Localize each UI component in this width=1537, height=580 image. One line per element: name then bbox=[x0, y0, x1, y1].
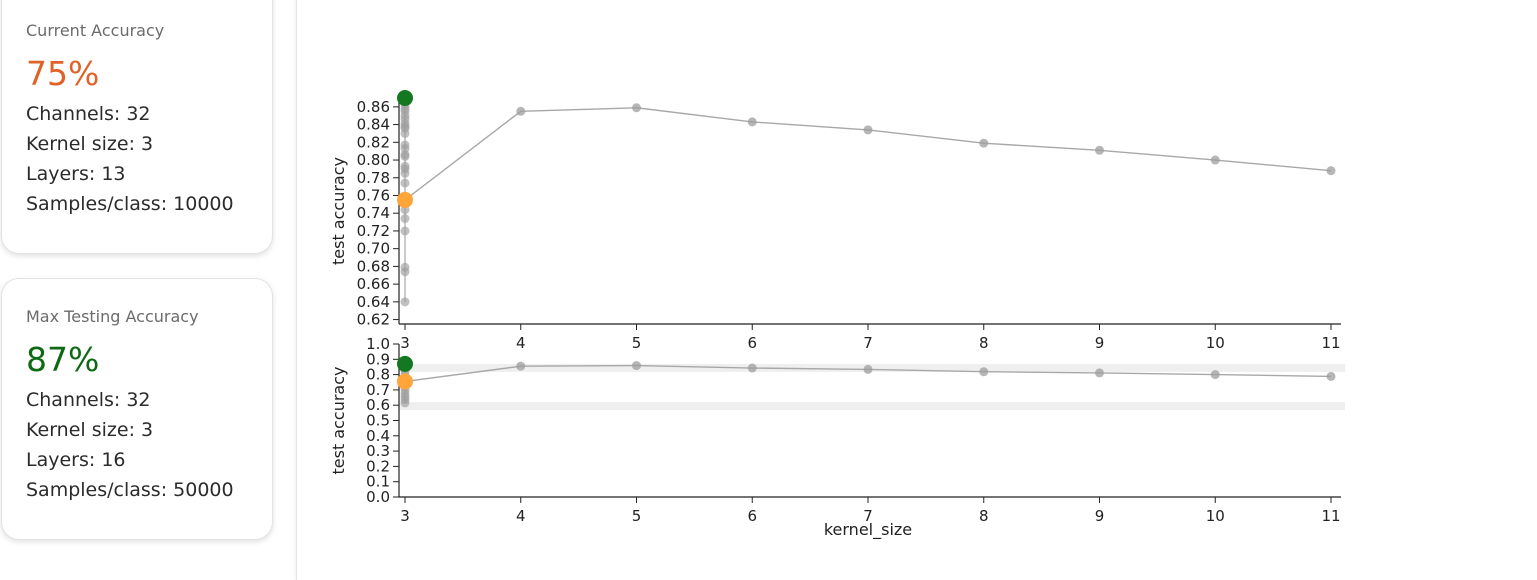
x-axis-label: kernel_size bbox=[824, 520, 912, 540]
kernel-size-stat: Kernel size: 3 bbox=[26, 133, 154, 155]
x-tick-label: 5 bbox=[632, 507, 642, 525]
data-point bbox=[632, 361, 641, 371]
max-accuracy-card: Max Testing Accuracy 87% Channels: 32 Ke… bbox=[1, 278, 273, 540]
data-point bbox=[632, 103, 641, 113]
data-point bbox=[516, 106, 526, 116]
data-point bbox=[1095, 368, 1104, 378]
y-axis-label: test accuracy bbox=[329, 367, 348, 475]
y-tick-label: 0.0 bbox=[366, 488, 390, 506]
layers-stat: Layers: 13 bbox=[26, 163, 126, 185]
x-tick-label: 8 bbox=[979, 507, 989, 525]
data-point bbox=[400, 140, 410, 150]
chart-1: 0.620.640.660.680.700.720.740.760.780.80… bbox=[329, 90, 1341, 352]
kernel-size-stat: Kernel size: 3 bbox=[26, 419, 154, 441]
x-tick-label: 7 bbox=[863, 507, 873, 525]
y-tick-label: 0.80 bbox=[357, 151, 390, 169]
card-title: Max Testing Accuracy bbox=[26, 307, 199, 326]
y-tick-label: 0.74 bbox=[357, 204, 390, 222]
y-tick-label: 0.66 bbox=[357, 275, 390, 293]
y-tick-label: 0.1 bbox=[366, 473, 390, 491]
y-tick-label: 0.70 bbox=[357, 240, 390, 258]
y-tick-label: 0.4 bbox=[366, 427, 390, 445]
x-tick-label: 9 bbox=[1095, 507, 1105, 525]
y-tick-label: 0.76 bbox=[357, 186, 390, 204]
y-axis-label: test accuracy bbox=[329, 157, 348, 265]
max-accuracy-point bbox=[397, 355, 413, 372]
samples-stat: Samples/class: 10000 bbox=[26, 193, 234, 215]
chart-panel bbox=[296, 0, 1537, 580]
data-point bbox=[400, 178, 410, 188]
x-tick-label: 11 bbox=[1321, 507, 1340, 525]
data-point bbox=[400, 150, 410, 160]
data-point bbox=[747, 117, 757, 127]
y-tick-label: 1.0 bbox=[366, 335, 390, 353]
data-point bbox=[1210, 155, 1220, 165]
y-tick-label: 0.68 bbox=[357, 257, 390, 275]
y-tick-label: 0.62 bbox=[357, 311, 390, 329]
x-tick-label: 3 bbox=[400, 507, 410, 525]
x-tick-label: 11 bbox=[1321, 334, 1340, 352]
x-tick-label: 9 bbox=[1095, 334, 1105, 352]
channels-stat: Channels: 32 bbox=[26, 103, 151, 125]
data-point bbox=[400, 297, 410, 307]
x-tick-label: 10 bbox=[1206, 507, 1225, 525]
accuracy-value: 87% bbox=[26, 340, 100, 379]
current-accuracy-point bbox=[397, 373, 413, 390]
series-line bbox=[404, 107, 1332, 201]
data-point bbox=[1326, 371, 1336, 381]
data-point bbox=[863, 364, 873, 374]
data-point bbox=[400, 214, 410, 224]
current-accuracy-point bbox=[397, 191, 413, 208]
layers-stat: Layers: 16 bbox=[26, 449, 126, 471]
y-tick-label: 0.5 bbox=[366, 412, 390, 430]
current-accuracy-card: Current Accuracy 75% Channels: 32 Kernel… bbox=[1, 0, 273, 254]
x-tick-label: 4 bbox=[516, 507, 526, 525]
card-title: Current Accuracy bbox=[26, 21, 165, 40]
data-point bbox=[400, 262, 410, 272]
y-tick-label: 0.8 bbox=[366, 366, 390, 384]
y-tick-label: 0.82 bbox=[357, 133, 390, 151]
x-tick-label: 5 bbox=[632, 334, 642, 352]
accuracy-charts: 0.620.640.660.680.700.720.740.760.780.80… bbox=[329, 90, 1345, 540]
accuracy-value: 75% bbox=[26, 54, 100, 93]
data-point bbox=[1095, 145, 1104, 155]
data-point bbox=[863, 125, 873, 135]
data-point bbox=[400, 226, 410, 236]
y-tick-label: 0.72 bbox=[357, 222, 390, 240]
max-accuracy-point bbox=[397, 90, 413, 106]
y-tick-label: 0.78 bbox=[357, 169, 390, 187]
y-tick-label: 0.6 bbox=[366, 396, 390, 414]
chart-2: 0.00.10.20.30.40.50.60.70.80.91.0 3 4 5 6 7 8 9… bbox=[329, 335, 1345, 540]
y-tick-label: 0.9 bbox=[366, 350, 390, 368]
channels-stat: Channels: 32 bbox=[26, 389, 151, 411]
data-point bbox=[747, 363, 757, 373]
data-point bbox=[1210, 370, 1220, 380]
range-band bbox=[399, 402, 1345, 411]
data-point bbox=[979, 138, 989, 148]
x-tick-label: 6 bbox=[747, 334, 757, 352]
data-point bbox=[1326, 166, 1336, 176]
y-tick-label: 0.3 bbox=[366, 442, 390, 460]
y-tick-label: 0.2 bbox=[366, 457, 390, 475]
y-tick-label: 0.86 bbox=[357, 98, 390, 116]
y-tick-label: 0.64 bbox=[357, 293, 390, 311]
data-point bbox=[400, 161, 410, 171]
data-point bbox=[516, 361, 526, 371]
x-tick-label: 10 bbox=[1206, 334, 1225, 352]
y-tick-label: 0.84 bbox=[357, 116, 390, 134]
samples-stat: Samples/class: 50000 bbox=[26, 479, 234, 501]
x-tick-label: 7 bbox=[863, 334, 873, 352]
x-tick-label: 3 bbox=[400, 334, 410, 352]
x-tick-label: 4 bbox=[516, 334, 526, 352]
x-tick-label: 8 bbox=[979, 334, 989, 352]
x-tick-label: 6 bbox=[747, 507, 757, 525]
data-point bbox=[979, 367, 989, 377]
y-tick-label: 0.7 bbox=[366, 381, 390, 399]
